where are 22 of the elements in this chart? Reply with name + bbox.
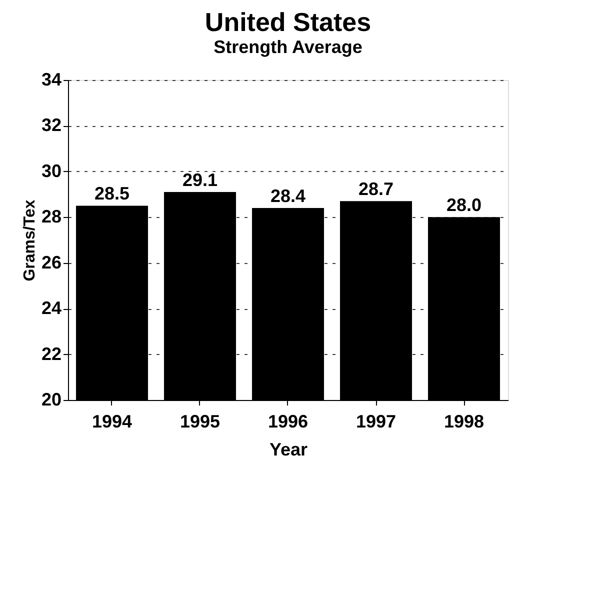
y-tick-label: 22: [41, 344, 62, 364]
y-axis-title: Grams/Tex: [21, 200, 38, 282]
x-tick-label: 1994: [92, 412, 132, 432]
data-label: 28.5: [94, 184, 130, 204]
x-tick-label: 1995: [180, 412, 220, 432]
chart-title: United States: [204, 7, 372, 37]
data-label: 28.0: [446, 195, 482, 216]
y-tick-label: 30: [41, 160, 62, 181]
x-axis-title: Year: [269, 440, 308, 460]
data-label: 28.4: [270, 186, 306, 206]
y-tick-label: 32: [41, 115, 62, 136]
data-label: 29.1: [182, 170, 218, 190]
x-tick-label: 1997: [356, 412, 396, 432]
chart-subtitle: Strength Average: [214, 37, 362, 57]
y-tick-label: 20: [41, 390, 62, 410]
y-tick-label: 28: [41, 206, 62, 227]
x-tick-label: 1996: [268, 412, 308, 432]
x-tick-label: 1998: [444, 412, 484, 432]
y-tick-label: 34: [41, 70, 62, 90]
y-tick-label: 24: [41, 298, 62, 318]
y-tick-label: 26: [41, 252, 62, 272]
data-label: 28.7: [358, 179, 394, 200]
